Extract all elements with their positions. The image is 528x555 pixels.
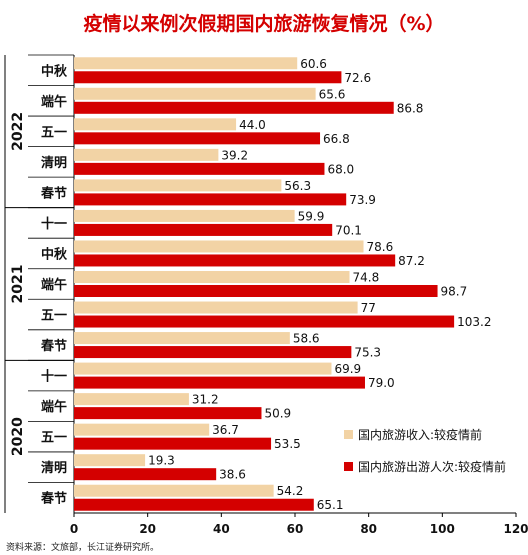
x-tick-label: 40	[213, 522, 230, 536]
x-tick-label: 80	[360, 522, 377, 536]
bar-trips	[74, 71, 342, 84]
category-label: 十一	[41, 216, 67, 232]
bar-trips	[74, 346, 352, 359]
category-label: 五一	[41, 309, 67, 324]
data-label-revenue: 54.2	[277, 484, 304, 498]
data-label-trips: 66.8	[323, 132, 350, 146]
data-label-revenue: 19.3	[148, 454, 175, 468]
bar-revenue	[74, 423, 210, 436]
bar-revenue	[74, 332, 290, 345]
bar-trips	[74, 285, 438, 297]
category-label: 端午	[41, 277, 67, 293]
data-label-trips: 73.9	[349, 193, 376, 207]
category-label: 中秋	[41, 246, 68, 262]
data-label-revenue: 39.2	[221, 148, 248, 162]
data-label-trips: 70.1	[335, 223, 362, 237]
data-label-trips: 79.0	[368, 376, 395, 390]
bar-revenue	[74, 271, 350, 283]
data-label-trips: 72.6	[344, 71, 371, 85]
bar-revenue	[74, 209, 295, 222]
bar-revenue	[74, 362, 332, 375]
x-tick-label: 20	[139, 522, 156, 536]
category-label: 中秋	[41, 63, 68, 79]
data-label-revenue: 69.9	[334, 362, 361, 376]
x-tick-label: 120	[503, 522, 528, 536]
bar-trips	[74, 437, 272, 450]
category-label: 春节	[40, 491, 67, 507]
plot-area: 中秋 60.6 72.6 端午 65.6 86.8 五一 44.0 66.8 清明 39.2 68.0…	[4, 54, 528, 536]
source-note: 资料来源：文旅部，长江证券研究所。	[6, 541, 159, 553]
data-label-revenue: 78.6	[367, 240, 394, 254]
category-label: 春节	[40, 338, 67, 354]
data-label-revenue: 65.6	[319, 87, 346, 101]
category-label: 五一	[41, 431, 67, 446]
data-label-trips: 65.1	[317, 498, 344, 512]
bar-trips	[74, 376, 365, 389]
data-label-revenue: 59.9	[298, 209, 325, 223]
year-label: 2020	[10, 417, 26, 456]
category-label: 春节	[40, 185, 67, 201]
category-label: 清明	[41, 155, 67, 171]
data-label-revenue: 77	[361, 301, 376, 315]
data-label-trips: 103.2	[457, 315, 491, 329]
data-label-trips: 98.7	[441, 285, 468, 299]
category-label: 端午	[41, 94, 67, 110]
bar-trips	[74, 498, 314, 511]
bar-trips	[74, 101, 394, 114]
x-tick-label: 60	[287, 522, 304, 536]
bar-trips	[74, 315, 455, 328]
data-label-revenue: 44.0	[239, 118, 266, 132]
legend: 国内旅游收入:较疫情前 国内旅游出游人次:较疫情前	[344, 427, 506, 474]
data-label-revenue: 56.3	[284, 179, 311, 193]
data-label-revenue: 36.7	[212, 423, 239, 437]
bar-trips	[74, 193, 347, 206]
bar-trips	[74, 132, 321, 145]
bar-trips	[74, 162, 325, 175]
data-label-revenue: 60.6	[300, 57, 327, 71]
bar-revenue	[74, 240, 364, 253]
bar-revenue	[74, 484, 274, 497]
legend-swatch-trips	[344, 462, 353, 471]
bar-revenue	[74, 179, 282, 192]
data-label-trips: 75.3	[354, 346, 381, 360]
data-label-trips: 87.2	[398, 254, 425, 268]
data-label-trips: 68.0	[327, 162, 354, 176]
data-label-revenue: 58.6	[293, 332, 320, 346]
bar-revenue	[74, 118, 237, 131]
bar-trips	[74, 407, 262, 420]
bar-revenue	[74, 87, 316, 100]
bar-revenue	[74, 393, 189, 406]
chart-title: 疫情以来例次假期国内旅游恢复情况（%）	[83, 12, 444, 35]
year-label: 2021	[10, 265, 26, 304]
legend-label-trips: 国内旅游出游人次:较疫情前	[358, 459, 506, 474]
bar-revenue	[74, 301, 358, 314]
bar-trips	[74, 468, 217, 481]
bar-revenue	[74, 57, 298, 70]
category-label: 清明	[41, 460, 67, 476]
data-label-trips: 86.8	[397, 101, 424, 115]
data-label-trips: 38.6	[219, 468, 246, 482]
bar-trips	[74, 223, 333, 236]
x-tick-label: 100	[430, 522, 455, 536]
year-label: 2022	[10, 112, 26, 151]
legend-label-revenue: 国内旅游收入:较疫情前	[358, 427, 482, 442]
bar-revenue	[74, 148, 219, 161]
data-label-revenue: 74.8	[353, 271, 380, 285]
category-label: 十一	[41, 369, 67, 385]
data-label-trips: 50.9	[264, 407, 291, 421]
legend-swatch-revenue	[344, 430, 353, 439]
category-label: 五一	[41, 125, 67, 140]
data-label-trips: 53.5	[274, 437, 301, 451]
x-tick-label: 0	[70, 522, 78, 536]
data-label-revenue: 31.2	[192, 393, 219, 407]
bar-revenue	[74, 454, 146, 467]
bar-trips	[74, 254, 396, 267]
category-label: 端午	[41, 399, 67, 415]
